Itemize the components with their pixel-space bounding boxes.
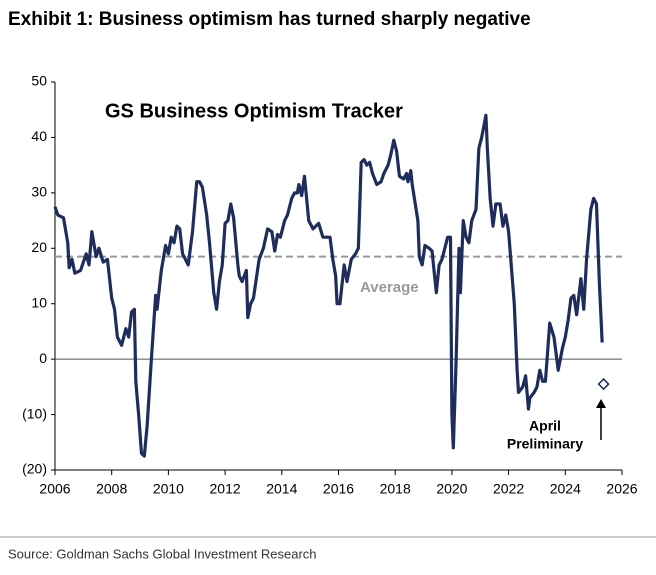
annotation: April [529, 418, 561, 434]
x-tick-label: 2020 [436, 481, 467, 497]
x-tick-label: 2024 [550, 481, 581, 497]
y-tick-label: 30 [31, 184, 47, 200]
x-tick-label: 2006 [39, 481, 70, 497]
x-tick-label: 2008 [96, 481, 127, 497]
average-label: Average [360, 279, 419, 296]
chart-title: Exhibit 1: Business optimism has turned … [8, 9, 531, 30]
y-tick-label: (10) [22, 405, 47, 421]
y-tick-label: 40 [31, 128, 47, 144]
x-tick-label: 2012 [210, 481, 241, 497]
series-line [53, 113, 604, 458]
x-tick-label: 2026 [606, 481, 637, 497]
x-tick-label: 2018 [380, 481, 411, 497]
x-tick-label: 2016 [323, 481, 354, 497]
y-tick-label: 50 [31, 73, 47, 89]
y-tick-label: (20) [22, 461, 47, 477]
source: Source: Goldman Sachs Global Investment … [8, 546, 317, 561]
y-tick-label: 10 [31, 294, 47, 310]
x-tick-label: 2014 [266, 481, 297, 497]
y-tick-label: 0 [39, 350, 47, 366]
arrow-head [596, 399, 606, 408]
y-tick-label: 20 [31, 239, 47, 255]
annotation: Preliminary [507, 436, 583, 452]
preliminary-point [597, 378, 610, 391]
inner-title: GS Business Optimism Tracker [105, 100, 403, 122]
x-tick-label: 2010 [153, 481, 184, 497]
x-tick-label: 2022 [493, 481, 524, 497]
